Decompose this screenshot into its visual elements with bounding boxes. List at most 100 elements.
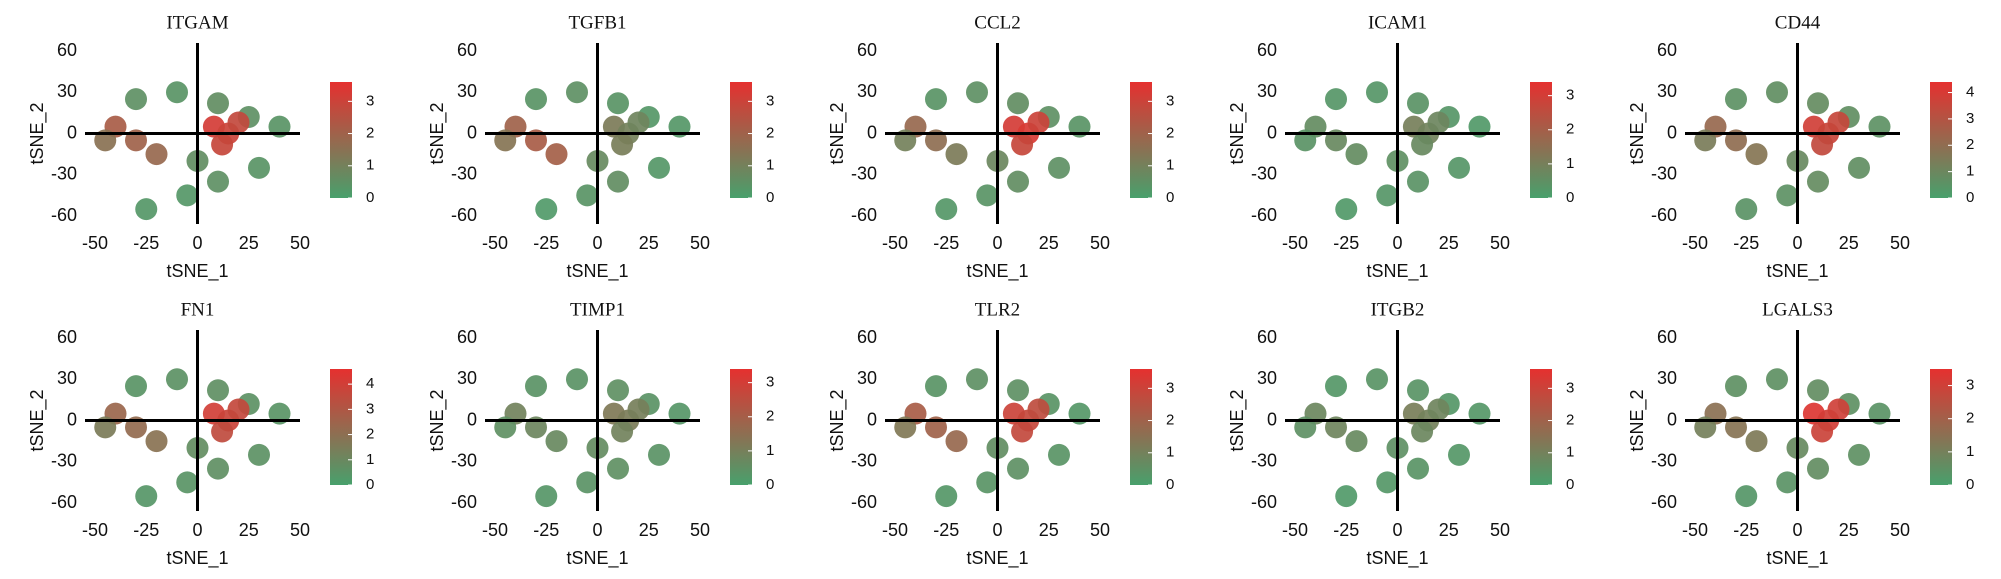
x-tick-label: 25 — [1039, 520, 1059, 540]
x-tick-label: -25 — [1733, 233, 1759, 253]
cell-point — [125, 88, 147, 111]
y-tick-label: 60 — [57, 40, 77, 60]
x-tick-label: 25 — [1039, 233, 1059, 253]
y-tick-label: -60 — [851, 205, 877, 225]
panel: CCL2 tSNE_2 tSNE_1 -60 -30 0 30 60 -50 -25 0 25 50 0 1… — [827, 12, 1175, 281]
y-tick-label: 30 — [57, 368, 77, 388]
cell-point — [966, 81, 988, 104]
y-axis-label: tSNE_2 — [427, 102, 448, 164]
cell-point — [627, 398, 650, 421]
chart-title: ITGAM — [166, 12, 228, 33]
cell-point — [176, 471, 199, 494]
colorbar — [330, 82, 352, 198]
x-tick-label: -50 — [82, 233, 108, 253]
y-tick-label: 60 — [1657, 40, 1677, 60]
panel: ITGB2 tSNE_2 tSNE_1 -60 -30 0 30 60 -50 -25 0 25 50 0… — [1227, 299, 1575, 568]
panel: ITGAM tSNE_2 tSNE_1 -60 -30 0 30 60 -50 -25 0 25 50 0… — [27, 12, 375, 281]
y-tick-label: -30 — [851, 164, 877, 184]
x-tick-label: -50 — [882, 520, 908, 540]
x-tick-label: -25 — [933, 520, 959, 540]
y-tick-label: -30 — [1651, 451, 1677, 471]
cell-point — [1745, 430, 1768, 453]
y-tick-label: 60 — [857, 327, 877, 347]
y-tick-label: -30 — [1651, 164, 1677, 184]
y-tick-label: -30 — [51, 451, 77, 471]
x-tick-label: 50 — [1490, 233, 1510, 253]
cell-point — [1411, 420, 1434, 443]
y-tick-label: 0 — [867, 409, 877, 429]
colorbar — [730, 369, 752, 485]
y-tick-label: 60 — [1257, 327, 1277, 347]
cell-point — [1325, 88, 1347, 111]
x-tick-label: 50 — [690, 520, 710, 540]
y-tick-label: 0 — [1267, 122, 1277, 142]
y-tick-label: -60 — [451, 492, 477, 512]
x-tick-label: -25 — [1333, 233, 1359, 253]
x-tick-label: -50 — [1682, 233, 1708, 253]
chart-title: LGALS3 — [1762, 299, 1833, 320]
cell-point — [176, 184, 199, 207]
cell-point — [1007, 379, 1029, 402]
colorbar-tick-label: 2 — [1166, 412, 1174, 429]
cell-point — [566, 81, 588, 104]
y-tick-label: 0 — [867, 122, 877, 142]
colorbar-tick-label: 0 — [766, 189, 774, 206]
x-tick-label: -50 — [882, 233, 908, 253]
colorbar-tick-label: 2 — [1166, 125, 1174, 142]
x-tick-label: 25 — [1839, 520, 1859, 540]
y-tick-label: 60 — [1657, 327, 1677, 347]
cell-point — [1007, 457, 1029, 480]
y-tick-label: -60 — [1251, 492, 1277, 512]
y-tick-label: 0 — [1667, 409, 1677, 429]
cell-point — [1007, 170, 1029, 193]
cell-point — [1427, 398, 1450, 421]
x-axis-label: tSNE_1 — [166, 548, 228, 569]
colorbar — [1130, 369, 1152, 485]
cell-point — [145, 143, 168, 166]
cell-point — [1725, 375, 1747, 398]
y-axis-label: tSNE_2 — [1227, 102, 1248, 164]
colorbar-tick-label: 1 — [766, 442, 774, 459]
panel: CD44 tSNE_2 tSNE_1 -60 -30 0 30 60 -50 -25 0 25 50 0 1… — [1627, 12, 1975, 281]
y-axis-label: tSNE_2 — [27, 389, 48, 451]
colorbar-tick-label: 1 — [366, 451, 374, 468]
colorbar-tick-label: 0 — [1966, 189, 1974, 206]
colorbar-tick-label: 3 — [366, 92, 374, 109]
x-tick-label: -25 — [533, 233, 559, 253]
y-tick-label: 30 — [857, 81, 877, 101]
cell-point — [607, 92, 629, 115]
panel: TGFB1 tSNE_2 tSNE_1 -60 -30 0 30 60 -50 -25 0 25 50 0… — [427, 12, 775, 281]
y-tick-label: 30 — [457, 81, 477, 101]
x-axis-label: tSNE_1 — [1766, 548, 1828, 569]
cell-point — [1345, 430, 1368, 453]
colorbar-tick-label: 3 — [766, 92, 774, 109]
chart-title: CD44 — [1775, 12, 1821, 33]
y-tick-label: -30 — [451, 164, 477, 184]
x-tick-label: 25 — [239, 520, 259, 540]
colorbar-tick-label: 1 — [766, 157, 774, 174]
colorbar-tick-label: 3 — [766, 374, 774, 391]
y-tick-label: 60 — [57, 327, 77, 347]
cell-point — [1411, 133, 1434, 156]
cell-point — [135, 485, 158, 508]
cell-point — [227, 111, 250, 134]
cell-point — [1011, 133, 1034, 156]
colorbar-tick-label: 2 — [1566, 412, 1574, 429]
cell-point — [576, 184, 599, 207]
x-tick-label: -50 — [482, 520, 508, 540]
x-tick-label: -25 — [1333, 520, 1359, 540]
colorbar-tick-label: 1 — [1166, 444, 1174, 461]
cell-point — [145, 430, 168, 453]
colorbar — [330, 369, 352, 485]
cell-point — [1807, 170, 1829, 193]
cell-point — [976, 184, 999, 207]
colorbar-tick-label: 0 — [366, 189, 374, 206]
y-tick-label: 30 — [1657, 368, 1677, 388]
colorbar-tick-label: 1 — [1166, 157, 1174, 174]
colorbar-tick-label: 0 — [1566, 189, 1574, 206]
y-axis-label: tSNE_2 — [427, 389, 448, 451]
x-tick-label: -50 — [482, 233, 508, 253]
y-tick-label: -60 — [1651, 492, 1677, 512]
x-tick-label: 50 — [1890, 233, 1910, 253]
